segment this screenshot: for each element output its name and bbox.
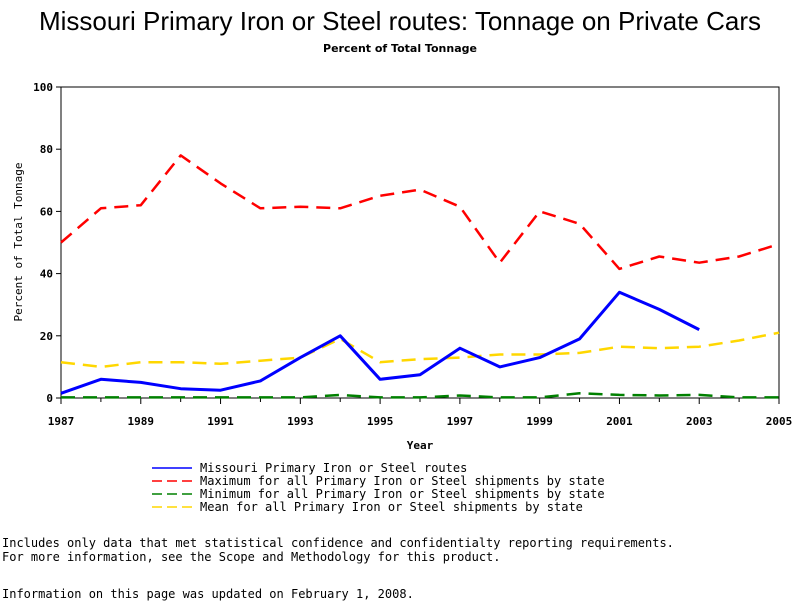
series-layer bbox=[60, 154, 780, 399]
legend-label: Maximum for all Primary Iron or Steel sh… bbox=[200, 474, 605, 488]
y-tick-label: 100 bbox=[33, 81, 53, 94]
footnote-confidentiality: Includes only data that met statistical … bbox=[2, 536, 674, 550]
x-tick-label: 1997 bbox=[447, 415, 474, 428]
footnote-methodology: For more information, see the Scope and … bbox=[2, 550, 501, 564]
footnotes: Includes only data that met statistical … bbox=[2, 536, 798, 564]
legend-label: Missouri Primary Iron or Steel routes bbox=[200, 461, 467, 475]
y-axis: 0 20 40 60 80 100 bbox=[33, 81, 61, 405]
legend-label: Mean for all Primary Iron or Steel shipm… bbox=[200, 500, 583, 514]
y-tick-label: 20 bbox=[40, 330, 53, 343]
series-line-missouri bbox=[60, 290, 700, 395]
chart-subtitle: Percent of Total Tonnage bbox=[323, 42, 477, 55]
series-line-maximum bbox=[60, 154, 780, 271]
y-tick-label: 40 bbox=[40, 268, 53, 281]
y-tick-label: 80 bbox=[40, 143, 53, 156]
x-tick-label: 1999 bbox=[526, 415, 553, 428]
y-tick-label: 0 bbox=[46, 392, 53, 405]
x-tick-label: 2001 bbox=[606, 415, 633, 428]
y-tick-label: 60 bbox=[40, 205, 53, 218]
x-tick-label: 1989 bbox=[128, 415, 155, 428]
x-axis: 1987 1989 1991 1993 1995 1997 1999 2001 2003 2005 bbox=[48, 398, 793, 428]
x-tick-label: 1993 bbox=[287, 415, 314, 428]
plot-frame bbox=[60, 86, 780, 399]
x-axis-label: Year bbox=[407, 439, 434, 452]
x-tick-label: 1987 bbox=[48, 415, 75, 428]
y-axis-label: Percent of Total Tonnage bbox=[12, 163, 25, 322]
x-tick-label: 2003 bbox=[686, 415, 713, 428]
x-tick-label: 1995 bbox=[367, 415, 394, 428]
legend: Missouri Primary Iron or Steel routesMax… bbox=[152, 461, 605, 514]
x-tick-label: 2005 bbox=[766, 415, 793, 428]
series-line-minimum bbox=[61, 392, 779, 399]
chart-title: Missouri Primary Iron or Steel routes: T… bbox=[38, 6, 762, 36]
legend-label: Minimum for all Primary Iron or Steel sh… bbox=[200, 487, 605, 501]
x-tick-label: 1991 bbox=[207, 415, 234, 428]
update-notice: Information on this page was updated on … bbox=[2, 587, 414, 601]
series-line-mean bbox=[60, 331, 780, 369]
